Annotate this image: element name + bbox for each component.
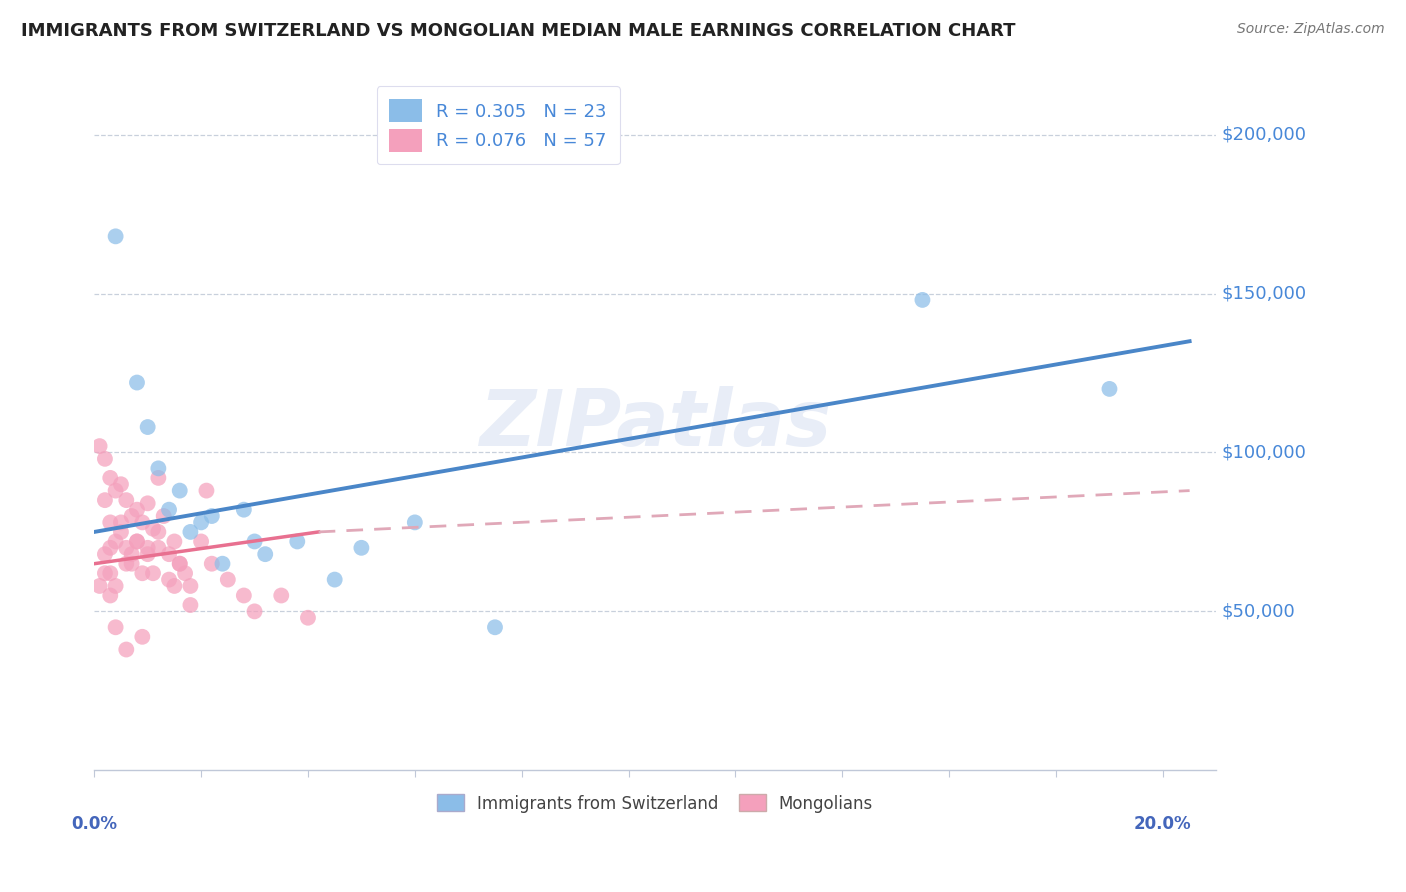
Point [94,566,117,581]
Point [270,589,292,603]
Text: ZIPatlas: ZIPatlas [479,386,831,462]
Point [190,516,212,530]
Point [232,502,254,516]
Point [163,579,186,593]
Point [323,573,346,587]
Point [179,598,201,612]
Point [115,493,138,508]
Point [89,439,111,453]
Point [190,534,212,549]
Point [169,557,191,571]
Point [152,509,174,524]
Point [121,547,143,561]
Legend: Immigrants from Switzerland, Mongolians: Immigrants from Switzerland, Mongolians [429,786,882,821]
Point [136,541,159,555]
Text: $50,000: $50,000 [1222,602,1295,620]
Point [98,541,121,555]
Point [131,630,153,644]
Point [350,541,373,555]
Point [98,471,121,485]
Text: $200,000: $200,000 [1222,126,1306,144]
Point [148,541,170,555]
Point [131,566,153,581]
Point [115,541,138,555]
Point [104,229,127,244]
Point [104,534,127,549]
Point [110,516,132,530]
Point [201,509,224,524]
Point [136,420,159,434]
Point [404,516,426,530]
Point [142,522,165,536]
Point [98,516,121,530]
Point [169,557,191,571]
Point [89,579,111,593]
Point [110,524,132,539]
Point [179,579,201,593]
Point [110,477,132,491]
Point [484,620,506,634]
Point [104,483,127,498]
Point [125,376,148,390]
Point [94,451,117,466]
Text: Source: ZipAtlas.com: Source: ZipAtlas.com [1237,22,1385,37]
Point [94,493,117,508]
Point [125,534,148,549]
Point [131,516,153,530]
Point [121,557,143,571]
Point [98,589,121,603]
Point [94,547,117,561]
Point [217,573,239,587]
Point [157,502,180,516]
Text: 20.0%: 20.0% [1135,814,1192,833]
Point [1098,382,1121,396]
Point [243,534,266,549]
Point [297,611,319,625]
Point [125,534,148,549]
Point [136,547,159,561]
Point [211,557,233,571]
Point [148,461,170,475]
Text: IMMIGRANTS FROM SWITZERLAND VS MONGOLIAN MEDIAN MALE EARNINGS CORRELATION CHART: IMMIGRANTS FROM SWITZERLAND VS MONGOLIAN… [21,22,1015,40]
Text: $100,000: $100,000 [1222,443,1306,461]
Point [148,471,170,485]
Point [232,589,254,603]
Point [285,534,308,549]
Point [115,557,138,571]
Point [148,524,170,539]
Point [169,483,191,498]
Point [195,483,218,498]
Point [136,496,159,510]
Point [243,604,266,618]
Point [121,509,143,524]
Point [142,566,165,581]
Point [201,557,224,571]
Point [104,620,127,634]
Point [104,579,127,593]
Point [125,502,148,516]
Point [179,524,201,539]
Point [254,547,277,561]
Point [115,642,138,657]
Point [157,547,180,561]
Point [911,293,934,307]
Point [174,566,197,581]
Text: 0.0%: 0.0% [72,814,117,833]
Point [163,534,186,549]
Point [98,566,121,581]
Text: $150,000: $150,000 [1222,285,1306,302]
Point [157,573,180,587]
